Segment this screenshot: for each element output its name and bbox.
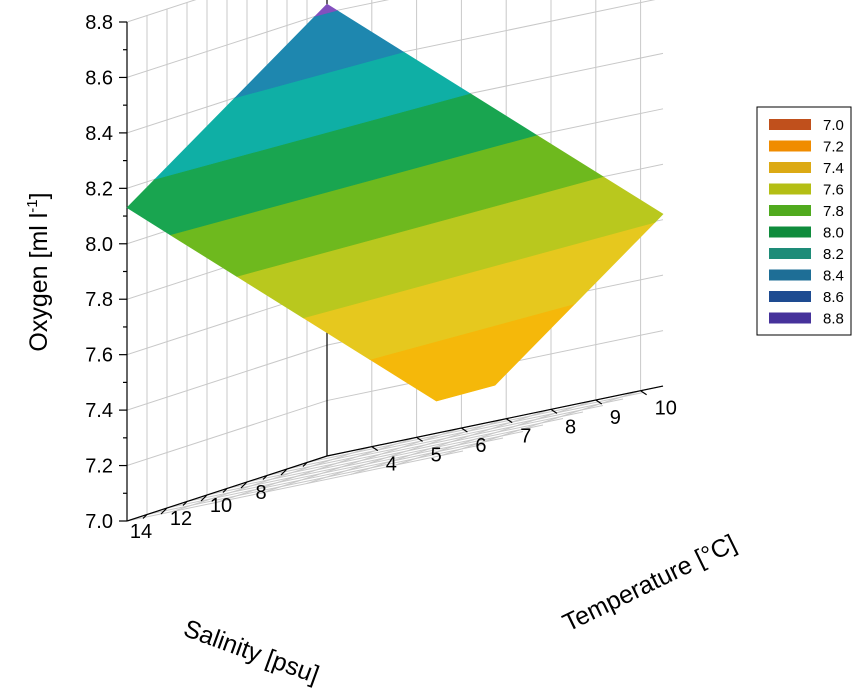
legend-swatch	[769, 226, 811, 238]
legend-swatch	[769, 162, 811, 173]
z-tick-label: 8.6	[85, 67, 113, 89]
legend-label: 8.6	[823, 289, 844, 306]
legend-swatch	[769, 140, 811, 152]
legend-label: 8.0	[823, 225, 844, 242]
legend-swatch	[769, 183, 811, 195]
surface-band	[314, 3, 338, 17]
legend-label: 8.4	[823, 268, 844, 285]
z-axis-label: Oxygen [ml l-1]	[24, 192, 53, 351]
z-axis-label-text: Oxygen [ml l	[25, 213, 53, 352]
gridline-floor-s	[126, 450, 464, 522]
legend-swatch	[769, 205, 811, 216]
salinity-minor-tick	[262, 475, 268, 480]
z-tick-label: 8.8	[85, 12, 113, 34]
salinity-minor-tick	[182, 501, 188, 506]
legend-swatch	[769, 269, 811, 281]
gridline-floor-t	[350, 408, 552, 475]
gridline-floor-t	[440, 390, 641, 457]
x-axis-label: Salinity [psu]	[180, 614, 323, 689]
z-tick-label: 8.0	[85, 234, 113, 256]
salinity-tick-mark	[280, 468, 288, 476]
legend-swatch	[769, 119, 811, 130]
legend-swatch	[769, 248, 811, 259]
z-tick-label: 8.2	[85, 178, 113, 200]
temperature-tick-label: 6	[475, 435, 486, 457]
surface-band	[126, 93, 538, 236]
gridline-floor-t	[216, 436, 417, 503]
gridline-floor-t	[261, 427, 462, 494]
salinity-tick-label: 12	[170, 508, 192, 530]
gridline-floor-t	[395, 399, 596, 466]
z-tick-label: 8.4	[85, 123, 113, 145]
salinity-tick-label: 14	[130, 521, 152, 543]
gridline-floor-s	[206, 424, 544, 496]
legend-label: 7.6	[823, 182, 844, 199]
temperature-tick-label: 7	[520, 426, 531, 448]
salinity-tick-mark	[160, 507, 168, 515]
legend-label: 7.0	[823, 117, 844, 134]
oxygen-surface	[126, 3, 664, 402]
gridline-left-wall-z	[126, 0, 197, 23]
temperature-tick-mark	[505, 418, 513, 424]
gridline-floor-s	[146, 444, 484, 515]
z-tick-label: 7.2	[85, 456, 113, 478]
salinity-tick-label: 10	[210, 495, 232, 517]
z-axis-label-sup: -1	[24, 199, 41, 212]
y-axis-label: Temperature [°C]	[558, 529, 740, 637]
gridline-floor-s	[246, 411, 584, 483]
gridline-right-wall-z	[326, 0, 390, 13]
temperature-tick-label: 9	[610, 407, 621, 429]
z-tick-label: 7.4	[85, 400, 113, 422]
temperature-tick-mark	[550, 408, 558, 414]
legend-label: 8.2	[823, 246, 844, 263]
temperature-tick-mark	[640, 390, 647, 396]
salinity-minor-tick	[142, 514, 148, 519]
legend-label: 7.4	[823, 160, 844, 177]
temperature-tick-mark	[595, 399, 603, 405]
salinity-tick-mark	[240, 481, 248, 489]
temperature-tick-label: 4	[386, 454, 397, 476]
temperature-tick-mark	[416, 436, 423, 442]
legend-swatch	[769, 291, 811, 302]
tick-labels: 7.0 7.2 7.4 7.6 7.8 8.0 8.2 8.4 8.6 8.8 14 12 10 8 4 5 6…	[85, 12, 677, 543]
gridline-floor-s	[266, 405, 604, 476]
z-tick-label: 7.8	[85, 289, 113, 311]
temperature-tick-label: 5	[431, 444, 442, 466]
z-tick-label: 7.0	[85, 511, 113, 533]
salinity-minor-tick	[302, 462, 308, 467]
temperature-axis-line	[326, 385, 664, 457]
legend-swatch	[769, 312, 811, 324]
legend-label: 7.8	[823, 203, 844, 220]
gridline-floor-s	[166, 437, 504, 509]
legend-label: 7.2	[823, 139, 844, 156]
salinity-tick-label: 8	[255, 482, 266, 504]
salinity-tick-mark	[200, 494, 208, 502]
temperature-tick-mark	[461, 427, 468, 433]
temperature-tick-mark	[371, 446, 379, 452]
legend-label: 8.8	[823, 311, 844, 328]
temperature-tick-label: 8	[565, 416, 576, 438]
z-axis-label-end: ]	[25, 192, 53, 199]
salinity-minor-tick	[222, 488, 228, 493]
legend: 7.0 7.2 7.4 7.6 7.8 8.0 8.2 8.4 8.6 8.8	[756, 106, 852, 336]
gridline-floor-s	[286, 398, 624, 470]
temperature-tick-label: 10	[655, 398, 677, 420]
z-tick-label: 7.6	[85, 345, 113, 367]
gridline-floor-s	[226, 418, 564, 489]
gridline-floor-t	[306, 418, 507, 485]
gridline-floor-s	[186, 431, 524, 502]
gridline-floor-s	[306, 392, 644, 463]
gridline-floor-t	[171, 446, 372, 513]
